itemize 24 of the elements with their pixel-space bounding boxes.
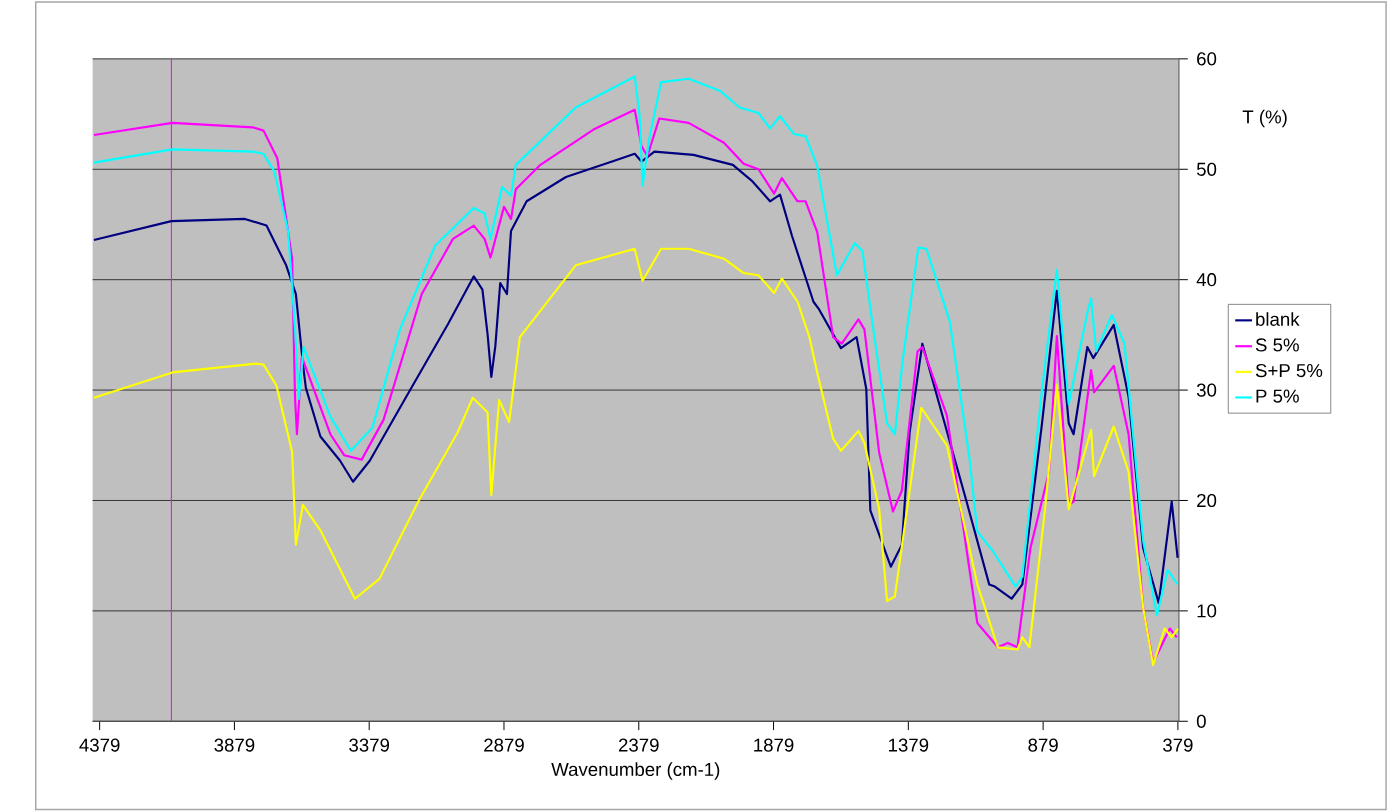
line-series	[92, 150, 1179, 605]
y-tick-label: 20	[1197, 494, 1217, 508]
x-tick-label: 1379	[889, 738, 929, 752]
x-axis-title: Wavenumber (cm-1)	[551, 762, 720, 780]
x-tick-label: 4379	[79, 738, 120, 752]
x-tick-label: 1879	[754, 738, 794, 752]
x-tick-label: 2879	[484, 738, 524, 752]
y-tick-label: 40	[1196, 273, 1217, 287]
x-tick-label: 2379	[618, 738, 659, 752]
line-series	[92, 247, 1179, 667]
legend-label: S 5%	[1255, 338, 1299, 352]
y-tick-label: 10	[1197, 604, 1217, 618]
x-tick-label: 879	[1028, 738, 1058, 752]
x-tick-label: 3879	[214, 738, 255, 752]
y-tick-label: 60	[1197, 52, 1217, 66]
legend-label: P 5%	[1256, 389, 1299, 403]
x-tick-label: 3379	[349, 738, 390, 752]
legend-label: S+P 5%	[1255, 364, 1323, 378]
y-axis-title: T (%)	[1242, 110, 1287, 128]
x-tick-label: 379	[1163, 738, 1193, 752]
y-tick-label: 0	[1196, 714, 1206, 729]
legend-label: blank	[1256, 312, 1300, 327]
y-tick-label: 30	[1196, 383, 1217, 397]
y-tick-label: 50	[1196, 162, 1217, 177]
